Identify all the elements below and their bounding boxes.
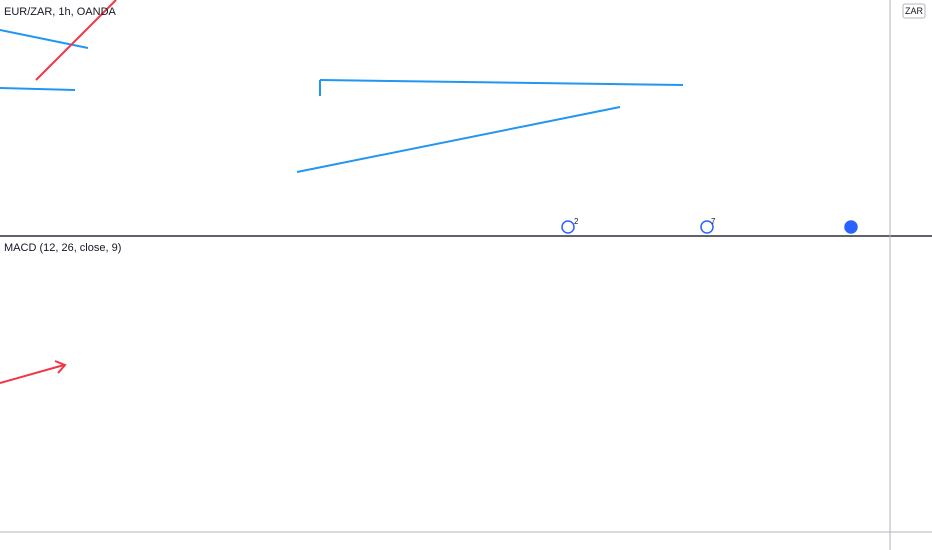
drawings: 2 7	[0, 0, 858, 384]
event-count: 7	[711, 217, 716, 226]
currency-box[interactable]	[902, 3, 926, 19]
event-icon[interactable]	[844, 220, 858, 234]
trend-line	[35, 0, 117, 81]
arrow-head	[54, 360, 67, 374]
trend-line	[0, 87, 76, 91]
indicator-title: MACD (12, 26, close, 9)	[4, 242, 121, 254]
event-icon[interactable]	[561, 220, 575, 234]
trend-line	[0, 29, 89, 49]
event-icon[interactable]	[700, 220, 714, 234]
trend-line	[296, 106, 621, 173]
chart-title: EUR/ZAR, 1h, OANDA	[4, 6, 117, 18]
trend-line	[319, 79, 684, 86]
event-count: 2	[574, 217, 579, 226]
currency: ZAR	[905, 6, 924, 16]
arrow-line	[0, 364, 65, 384]
